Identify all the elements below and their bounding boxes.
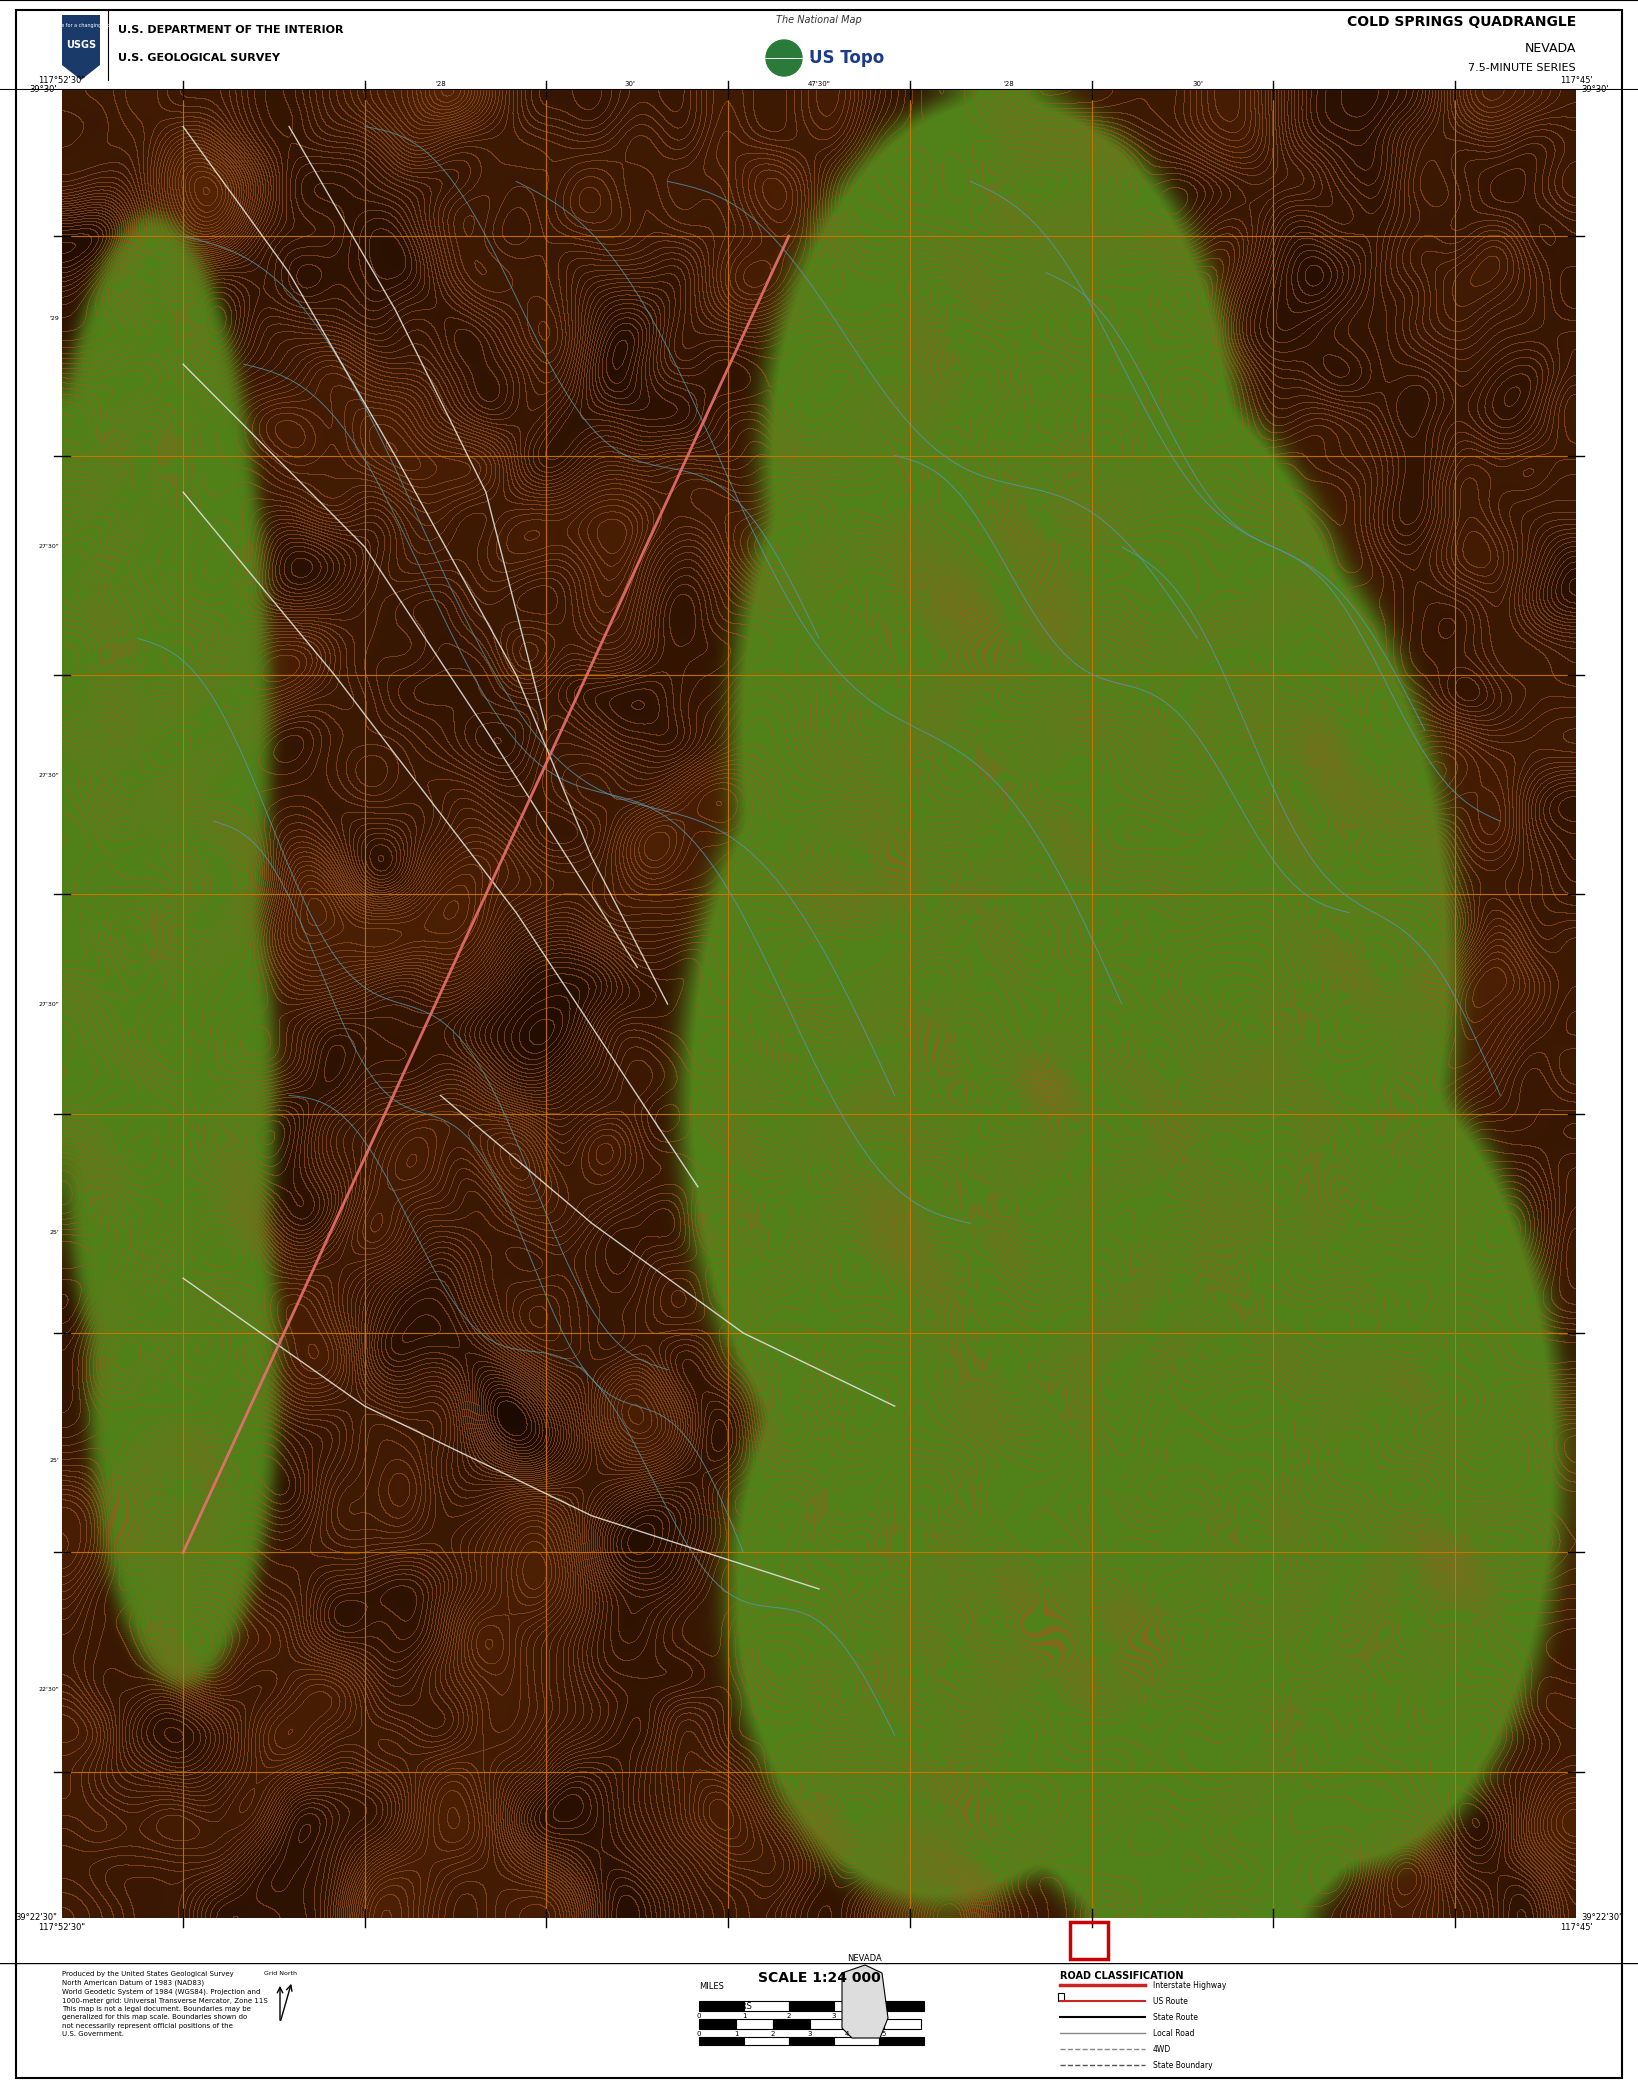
Bar — [699, 2000, 744, 2011]
Text: 1: 1 — [742, 2013, 747, 2019]
Text: 2: 2 — [771, 2032, 775, 2038]
Bar — [744, 2038, 790, 2044]
Text: 47'30": 47'30" — [808, 81, 830, 88]
Circle shape — [767, 40, 803, 75]
Text: 0: 0 — [696, 2032, 701, 2038]
Text: 4: 4 — [845, 2032, 848, 2038]
Text: NEVADA: NEVADA — [1525, 42, 1576, 54]
Text: 39°22'30": 39°22'30" — [1581, 1913, 1623, 1923]
Bar — [735, 2019, 773, 2030]
Text: Interstate Highway: Interstate Highway — [1153, 1982, 1227, 1990]
Text: 3: 3 — [832, 2013, 837, 2019]
Text: US Topo: US Topo — [809, 48, 885, 67]
Text: 25': 25' — [49, 1230, 59, 1234]
Text: '29: '29 — [49, 315, 59, 322]
Text: 27'30": 27'30" — [38, 1002, 59, 1006]
Text: 117°45': 117°45' — [1559, 1923, 1592, 1931]
Bar — [773, 2019, 811, 2030]
Text: 7.5-MINUTE SERIES: 7.5-MINUTE SERIES — [1468, 63, 1576, 73]
Text: 27'30": 27'30" — [38, 545, 59, 549]
Text: 27'30": 27'30" — [38, 773, 59, 779]
Text: COLD SPRINGS QUADRANGLE: COLD SPRINGS QUADRANGLE — [1346, 15, 1576, 29]
Text: 22'30": 22'30" — [38, 1687, 59, 1691]
Text: '28: '28 — [436, 81, 446, 88]
Polygon shape — [62, 15, 100, 79]
Text: KILOMETERS: KILOMETERS — [699, 2002, 752, 2011]
Text: FEET: FEET — [699, 2019, 719, 2030]
Text: 39°30': 39°30' — [29, 86, 57, 94]
Bar — [699, 2019, 735, 2030]
Text: 30': 30' — [624, 81, 636, 88]
Text: Grid North: Grid North — [264, 1971, 296, 1975]
Bar — [885, 2019, 921, 2030]
Text: SCALE 1:24 000: SCALE 1:24 000 — [758, 1971, 880, 1986]
Text: 1: 1 — [734, 2032, 739, 2038]
Bar — [744, 2000, 790, 2011]
Text: 3: 3 — [808, 2032, 812, 2038]
Text: 39°30': 39°30' — [1581, 86, 1609, 94]
Text: Local Road: Local Road — [1153, 2030, 1194, 2038]
Text: NEVADA: NEVADA — [847, 1954, 883, 1963]
Text: The National Map: The National Map — [776, 15, 862, 25]
Bar — [834, 2038, 880, 2044]
Text: 117°52'30": 117°52'30" — [38, 1923, 85, 1931]
Text: 2: 2 — [786, 2013, 791, 2019]
Text: 117°52'30": 117°52'30" — [38, 75, 85, 86]
Text: 117°45': 117°45' — [1559, 75, 1592, 86]
Text: 5: 5 — [881, 2032, 886, 2038]
Bar — [811, 2019, 847, 2030]
Bar — [847, 2019, 885, 2030]
Bar — [834, 2000, 880, 2011]
Text: 39°22'30": 39°22'30" — [15, 1913, 57, 1923]
Text: science for a changing world: science for a changing world — [46, 23, 116, 27]
Text: U.S. DEPARTMENT OF THE INTERIOR: U.S. DEPARTMENT OF THE INTERIOR — [118, 25, 344, 35]
Polygon shape — [842, 1965, 888, 2038]
Text: 25': 25' — [49, 1460, 59, 1464]
Bar — [880, 2000, 924, 2011]
Text: 4WD: 4WD — [1153, 2044, 1171, 2053]
Bar — [1070, 1921, 1107, 1959]
Text: 0: 0 — [696, 2013, 701, 2019]
Text: State Boundary: State Boundary — [1153, 2061, 1212, 2069]
Text: US Route: US Route — [1153, 1996, 1188, 2004]
Bar — [790, 2038, 834, 2044]
Bar — [1058, 1994, 1065, 2000]
Text: USGS: USGS — [66, 40, 97, 50]
Bar — [880, 2038, 924, 2044]
Text: MILES: MILES — [699, 1982, 724, 1992]
Text: State Route: State Route — [1153, 2013, 1197, 2021]
Text: '28: '28 — [1002, 81, 1014, 88]
Text: 30': 30' — [1192, 81, 1202, 88]
Bar — [790, 2000, 834, 2011]
Text: Produced by the United States Geological Survey
North American Datum of 1983 (NA: Produced by the United States Geological… — [62, 1971, 267, 2038]
Bar — [699, 2038, 744, 2044]
Text: ROAD CLASSIFICATION: ROAD CLASSIFICATION — [1060, 1971, 1184, 1982]
Text: U.S. GEOLOGICAL SURVEY: U.S. GEOLOGICAL SURVEY — [118, 52, 280, 63]
